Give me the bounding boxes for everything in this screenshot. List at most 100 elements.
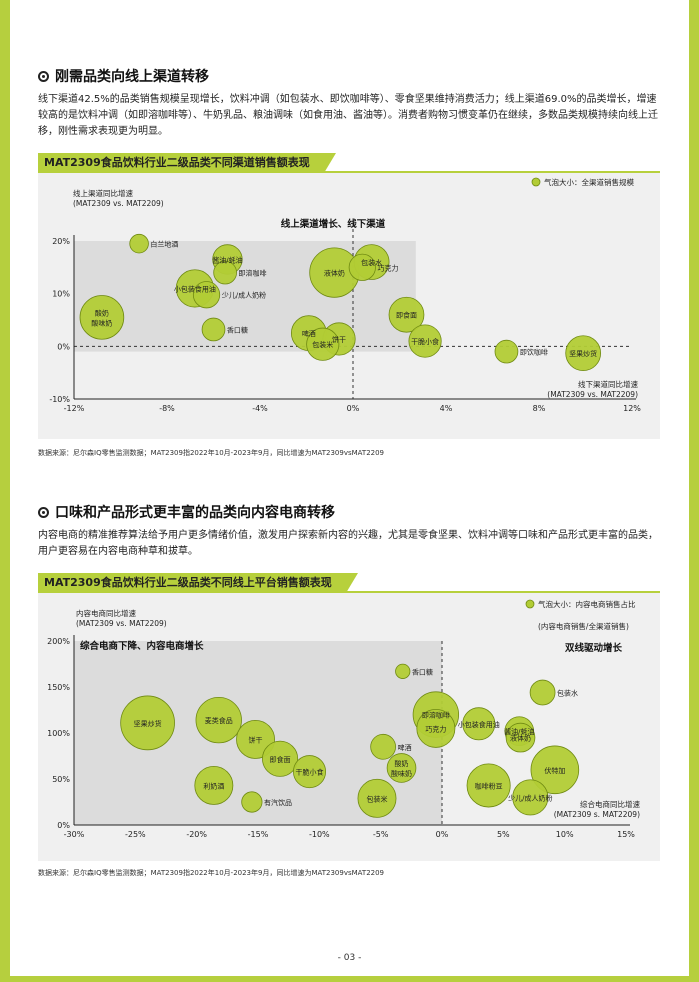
target-icon [38, 70, 49, 82]
x-axis-subtitle: (MAT2309 s. MAT2209) [554, 810, 640, 819]
bubble-point [530, 745, 580, 795]
bubble-point [195, 696, 242, 744]
bubble-label: 酸味奶 [391, 769, 412, 778]
bubble-point [262, 740, 299, 777]
bubble-label: 包装水 [557, 689, 578, 698]
bubble-point [416, 708, 456, 748]
quadrant-label: 线上渠道增长、线下渠道 [281, 218, 386, 230]
x-axis-subtitle: (MAT2309 vs. MAT2209) [547, 390, 638, 399]
bubble-point [395, 663, 411, 679]
bubble-label: 酱油/蚝油 [212, 255, 242, 264]
bubble-label: 坚果炒货 [134, 719, 162, 728]
legend-swatch [525, 599, 535, 609]
x-tick-label: -15% [248, 830, 269, 839]
bubble-label: 啤酒 [302, 329, 316, 338]
legend-swatch [531, 177, 541, 187]
section2-title-text: 口味和产品形式更丰富的品类向内容电商转移 [55, 505, 335, 521]
bubble-point [194, 765, 234, 805]
page-number: - 03 - [337, 953, 362, 963]
x-tick-label: 0% [347, 404, 360, 413]
bubble-label: 有汽饮品 [264, 798, 292, 807]
bubble-label: 即溶咖啡 [422, 711, 450, 720]
bubble-point [79, 295, 125, 340]
bubble-label: 即溶咖啡 [239, 269, 267, 278]
bubble-label: 巧克力 [378, 263, 399, 272]
x-tick-label: 10% [556, 830, 574, 839]
bubble-label: 包装米 [366, 794, 387, 803]
bubble-point [129, 233, 149, 254]
y-axis-subtitle: (MAT2309 vs. MAT2209) [76, 619, 167, 628]
bubble-point [306, 327, 340, 361]
bubble-point [529, 679, 556, 706]
x-tick-label: 8% [533, 404, 546, 413]
x-tick-label: 15% [617, 830, 635, 839]
x-tick-label: -4% [252, 404, 268, 413]
x-tick-label: -30% [64, 830, 85, 839]
bubble-point [120, 695, 175, 751]
bubble-label: 酱油/蚝油 [504, 727, 534, 736]
x-tick-label: -25% [125, 830, 146, 839]
bubble-label: 干脆小食 [296, 768, 324, 777]
chart1-rule [38, 171, 660, 173]
legend-sublabel: (内容电商销售/全渠道销售) [538, 621, 629, 631]
x-tick-label: 4% [440, 404, 453, 413]
bubble-label: 酸奶 [395, 759, 409, 768]
bubble-label: 小包装食用油 [174, 284, 216, 293]
bubble-label: 即饮咖啡 [520, 348, 548, 357]
bubble-label: 白兰地酒 [150, 240, 178, 249]
quadrant-label-right: 双线驱动增长 [564, 642, 623, 654]
section2-title: 口味和产品形式更丰富的品类向内容电商转移 [38, 502, 335, 522]
bubble-label: 干脆小食 [411, 337, 439, 346]
x-tick-label: -12% [64, 404, 85, 413]
bubble-label: 咖啡粉豆 [475, 781, 503, 790]
y-tick-label: 0% [57, 342, 70, 351]
section2-paragraph: 内容电商的精准推荐算法给予用户更多情绪价值，激发用户探索新内容的兴趣，尤其是零食… [38, 530, 658, 557]
chart1-source: 数据来源：尼尔森IQ零售监测数据；MAT2309指2022年10月-2023年9… [38, 449, 385, 457]
chart1-area: -12% -8% -4% 0% 4% 8% 12% 20% 10% 0% -10% 线上渠道同比增速 (… [38, 173, 660, 439]
bubble-label: 即食面 [396, 311, 417, 320]
x-tick-label: -8% [159, 404, 175, 413]
bubble-label: 香口糖 [227, 325, 248, 334]
y-tick-label: -10% [49, 395, 70, 404]
x-tick-label: -5% [373, 830, 389, 839]
bubble-label: 坚果炒货 [569, 349, 597, 358]
bubble-label: 巧克力 [425, 724, 446, 733]
bubble-point [408, 324, 442, 358]
chart2-title: MAT2309食品饮料行业二级品类不同线上平台销售额表现 [38, 573, 358, 593]
legend-label: 气泡大小：内容电商销售占比 [538, 599, 636, 609]
bubble-point [462, 707, 496, 741]
bubble-label: 麦类食品 [205, 716, 233, 725]
report-page: 刚需品类向线上渠道转移 线下渠道42.5%的品类销售规模呈现增长，饮料冲调（如包… [10, 0, 689, 976]
section1-paragraph: 线下渠道42.5%的品类销售规模呈现增长，饮料冲调（如包装水、即饮咖啡等）、零食… [38, 94, 658, 137]
x-tick-label: -20% [186, 830, 207, 839]
bubble-label: 香口糖 [412, 667, 433, 676]
y-tick-label: 50% [52, 775, 70, 784]
y-tick-label: 10% [52, 290, 70, 299]
bubble-label: 液体奶 [510, 734, 531, 743]
x-tick-label: 12% [623, 404, 641, 413]
bubble-label: 饼干 [332, 335, 346, 344]
chart1-title: MAT2309食品饮料行业二级品类不同渠道销售额表现 [38, 153, 336, 173]
bubble-point [505, 722, 536, 753]
quadrant-label: 综合电商下降、内容电商增长 [80, 640, 204, 652]
y-tick-label: 20% [52, 237, 70, 246]
bubble-point [512, 779, 549, 816]
y-tick-label: 100% [47, 729, 70, 738]
x-tick-label: 0% [436, 830, 449, 839]
bubble-label: 即食面 [270, 755, 291, 764]
x-axis-title: 综合电商同比增速 [580, 799, 640, 809]
bubble-label: 啤酒 [398, 743, 412, 752]
chart2-source: 数据来源：尼尔森IQ零售监测数据；MAT2309指2022年10月-2023年9… [38, 869, 385, 877]
bubble-label: 酸味奶 [91, 318, 112, 327]
x-tick-label: 5% [497, 830, 510, 839]
x-tick-label: -10% [309, 830, 330, 839]
bubble-label: 伏特加 [544, 766, 565, 775]
bubble-point [466, 763, 511, 808]
bubble-point [494, 339, 519, 364]
chart2-rule [38, 591, 660, 593]
y-axis-title: 线上渠道同比增速 [73, 188, 133, 198]
bubble-point [192, 281, 221, 309]
y-tick-label: 150% [47, 683, 70, 692]
legend-label: 气泡大小：全渠道销售规模 [544, 177, 634, 187]
bubble-point [213, 260, 237, 285]
